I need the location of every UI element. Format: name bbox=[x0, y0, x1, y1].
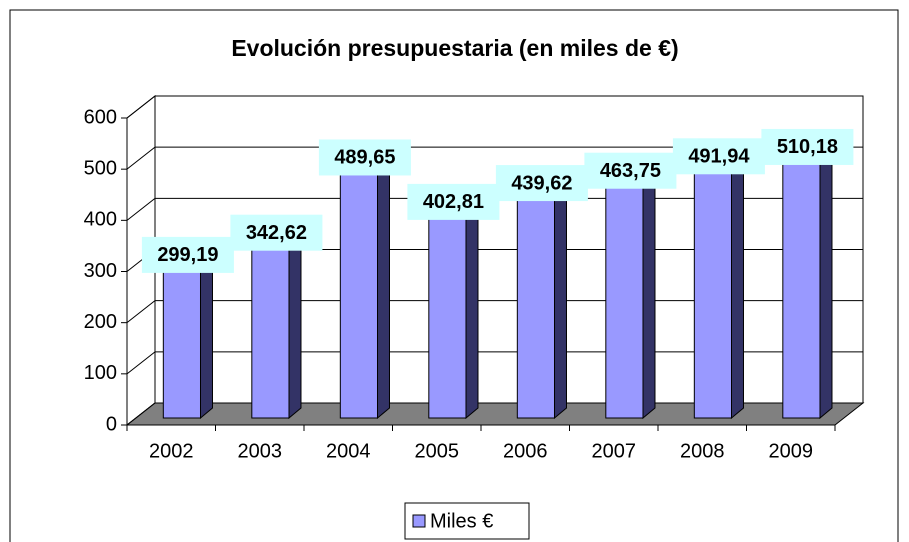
x-tick-label: 2009 bbox=[769, 440, 814, 462]
bar bbox=[516, 192, 555, 419]
bar bbox=[605, 180, 644, 419]
x-tick-label: 2004 bbox=[326, 440, 371, 462]
bar bbox=[251, 242, 290, 419]
value-label: 463,75 bbox=[600, 160, 661, 182]
legend-box bbox=[404, 502, 530, 540]
value-label-box bbox=[318, 139, 411, 176]
y-tick-label: 300 bbox=[84, 260, 117, 282]
legend-swatch bbox=[412, 514, 426, 528]
x-tick-label: 2003 bbox=[238, 440, 283, 462]
legend-label: Miles € bbox=[430, 510, 493, 532]
y-tick-label: 200 bbox=[84, 311, 117, 333]
bar-side bbox=[642, 169, 656, 420]
bar bbox=[339, 166, 378, 419]
y-tick-label: 600 bbox=[84, 106, 117, 128]
value-label: 402,81 bbox=[423, 191, 484, 213]
value-label: 510,18 bbox=[777, 136, 838, 158]
x-tick-label: 2005 bbox=[415, 440, 460, 462]
y-tick-label: 500 bbox=[84, 157, 117, 179]
x-tick-label: 2007 bbox=[592, 440, 637, 462]
x-tick-label: 2008 bbox=[680, 440, 725, 462]
value-label: 439,62 bbox=[511, 172, 572, 194]
bar bbox=[782, 156, 821, 419]
y-tick-label: 100 bbox=[84, 362, 117, 384]
x-tick-label: 2002 bbox=[149, 440, 194, 462]
bar bbox=[693, 165, 732, 419]
bar-side bbox=[730, 155, 744, 420]
value-label-box bbox=[407, 183, 500, 220]
bar-side bbox=[819, 145, 833, 420]
bar-side bbox=[553, 181, 567, 420]
bar-side bbox=[288, 231, 302, 420]
value-label-box bbox=[761, 128, 854, 165]
x-tick-label: 2006 bbox=[503, 440, 548, 462]
bar bbox=[162, 264, 201, 419]
chart-title: Evolución presupuestaria (en miles de €) bbox=[231, 35, 678, 61]
floor bbox=[125, 402, 865, 426]
value-label-box bbox=[141, 236, 234, 273]
grid-line bbox=[126, 146, 863, 170]
chart-frame bbox=[9, 9, 899, 542]
value-label-box bbox=[230, 214, 323, 251]
bar-side bbox=[199, 253, 213, 420]
bar bbox=[428, 211, 467, 419]
bar-side bbox=[376, 156, 390, 420]
value-label: 299,19 bbox=[157, 244, 218, 266]
value-label: 491,94 bbox=[688, 146, 750, 168]
y-tick-label: 400 bbox=[84, 209, 117, 231]
value-label: 342,62 bbox=[246, 222, 307, 244]
value-label-box bbox=[584, 152, 677, 189]
bar-side bbox=[465, 200, 479, 420]
grid-line bbox=[126, 95, 863, 119]
value-label-box bbox=[495, 165, 588, 202]
value-label: 489,65 bbox=[334, 147, 395, 169]
value-label-box bbox=[672, 138, 765, 175]
y-tick-label: 0 bbox=[106, 413, 117, 435]
